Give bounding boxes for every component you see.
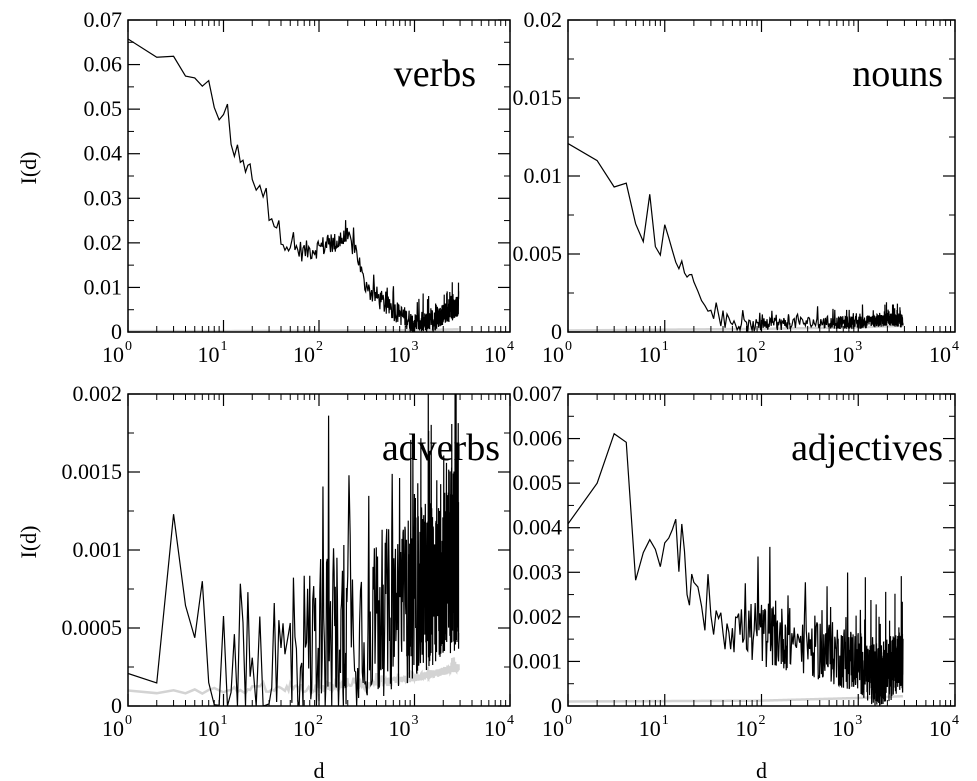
x-tick-exponent: 4 [507,713,514,728]
y-tick-label: 0.03 [84,185,123,210]
y-axis-label: I(d) [16,152,41,185]
y-tick-label: 0.001 [513,648,563,673]
series-line-1 [128,328,459,332]
x-tick-label: 10 [736,342,758,367]
x-tick-label: 10 [929,716,951,741]
x-tick-exponent: 0 [565,339,572,354]
x-tick-label: 10 [736,716,758,741]
y-tick-label: 0.01 [524,163,563,188]
panel-title: nouns [852,53,943,95]
y-tick-label: 0 [551,319,562,344]
y-tick-label: 0.07 [84,7,123,32]
y-tick-label: 0.015 [513,85,563,110]
x-axis-label: d [756,758,767,781]
x-tick-exponent: 1 [221,713,228,728]
x-tick-label: 10 [542,716,564,741]
x-tick-exponent: 1 [221,339,228,354]
y-tick-label: 0.02 [84,230,123,255]
x-tick-label: 10 [929,342,951,367]
y-tick-label: 0.004 [513,515,563,540]
y-tick-label: 0.007 [513,381,563,406]
y-tick-label: 0 [111,693,122,718]
x-tick-label: 10 [484,716,506,741]
y-tick-label: 0.01 [84,274,123,299]
x-tick-label: 10 [484,342,506,367]
x-tick-exponent: 2 [316,713,323,728]
x-tick-label: 10 [389,342,411,367]
x-tick-exponent: 3 [412,339,419,354]
x-axis-label: d [314,758,325,781]
chart-panel-3: 10 0 10 1 10 2 10 3 10 400.0010.0020.0030.0040.00… [513,381,960,781]
y-tick-label: 0.06 [84,52,123,77]
x-tick-exponent: 0 [565,713,572,728]
y-tick-label: 0.05 [84,96,123,121]
series-line-0 [568,432,904,706]
y-tick-label: 0.002 [73,381,123,406]
x-tick-exponent: 2 [759,713,766,728]
y-tick-label: 0.005 [513,241,563,266]
series-line-0 [128,38,460,332]
series-line-0 [128,394,460,706]
x-tick-exponent: 2 [759,339,766,354]
y-tick-label: 0.02 [524,7,563,32]
y-tick-label: 0.006 [513,426,563,451]
x-tick-exponent: 1 [662,713,669,728]
y-tick-label: 0.005 [513,470,563,495]
y-tick-label: 0.002 [513,604,563,629]
panel-title: verbs [394,53,476,95]
series-line-1 [128,657,460,696]
x-tick-exponent: 4 [952,713,959,728]
y-tick-label: 0 [111,319,122,344]
y-tick-label: 0.0005 [62,615,123,640]
x-tick-exponent: 3 [855,339,862,354]
x-tick-label: 10 [293,716,315,741]
series-line-1 [568,694,904,703]
panel-title: adjectives [791,427,943,469]
panel-title: adverbs [382,427,500,469]
x-tick-label: 10 [389,716,411,741]
x-tick-label: 10 [198,342,220,367]
y-tick-label: 0.0015 [62,459,123,484]
x-tick-label: 10 [832,342,854,367]
y-tick-label: 0 [551,693,562,718]
chart-panel-2: 10 0 10 1 10 2 10 3 10 400.00050.0010.00150.002I(… [16,381,514,781]
x-tick-exponent: 3 [855,713,862,728]
y-tick-label: 0.04 [84,141,123,166]
y-tick-label: 0.003 [513,559,563,584]
y-axis-label: I(d) [16,526,41,559]
x-tick-exponent: 3 [412,713,419,728]
series-line-0 [568,143,904,332]
x-tick-exponent: 0 [125,713,132,728]
x-tick-exponent: 2 [316,339,323,354]
x-tick-label: 10 [198,716,220,741]
x-tick-exponent: 4 [952,339,959,354]
x-tick-label: 10 [542,342,564,367]
x-tick-label: 10 [639,716,661,741]
x-tick-exponent: 4 [507,339,514,354]
x-tick-label: 10 [293,342,315,367]
x-tick-label: 10 [102,716,124,741]
x-tick-label: 10 [832,716,854,741]
x-tick-exponent: 1 [662,339,669,354]
x-tick-label: 10 [102,342,124,367]
x-tick-label: 10 [639,342,661,367]
x-tick-exponent: 0 [125,339,132,354]
chart-panel-0: 10 0 10 1 10 2 10 3 10 400.010.020.030.040.050.06… [16,7,514,367]
y-tick-label: 0.001 [73,537,123,562]
